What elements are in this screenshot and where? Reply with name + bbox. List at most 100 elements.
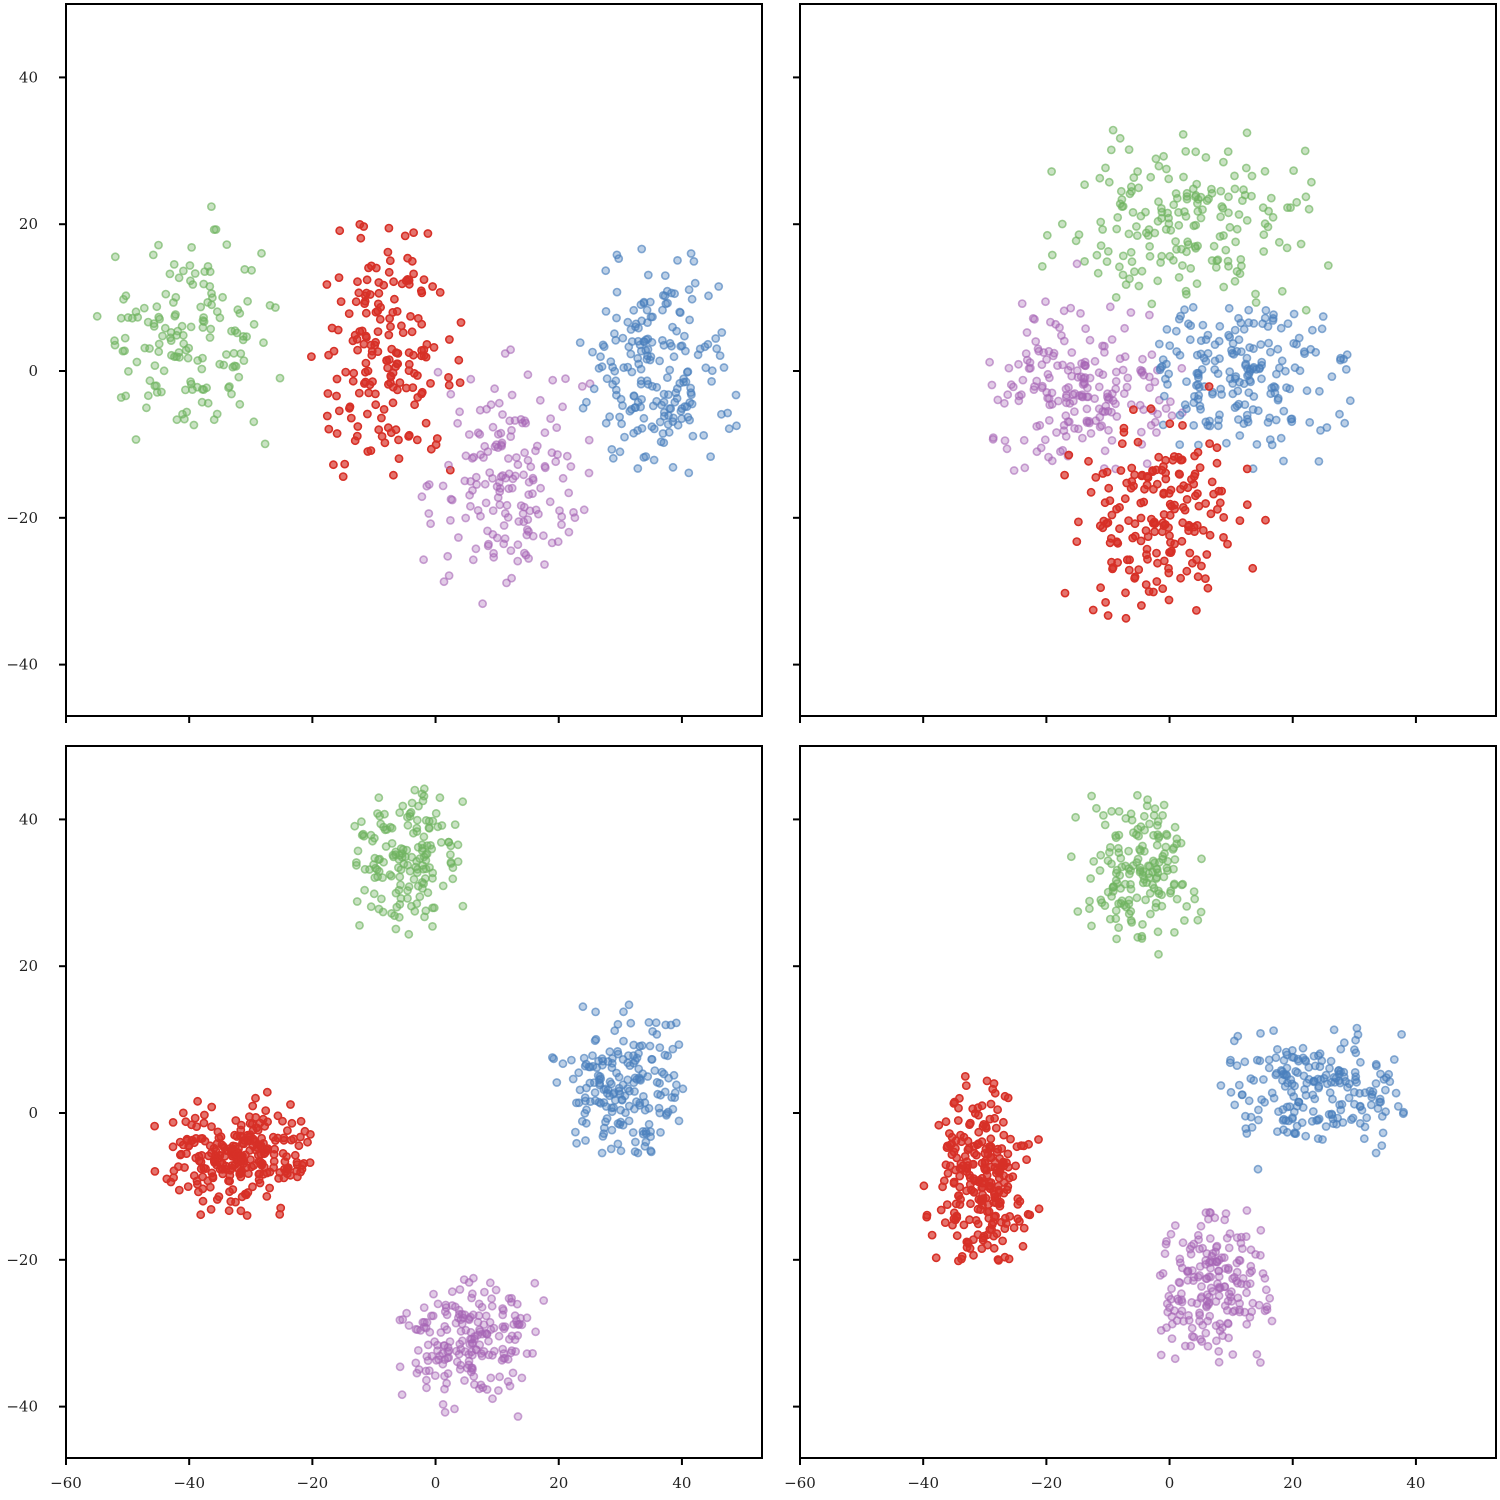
- point-red: [354, 388, 364, 398]
- point-purple: [1014, 359, 1023, 369]
- point-blue: [655, 1108, 665, 1118]
- point-green: [1190, 894, 1200, 904]
- point-blue: [688, 431, 698, 441]
- point-blue: [1349, 1087, 1359, 1097]
- point-purple: [503, 513, 513, 522]
- point-red: [262, 1192, 272, 1201]
- point-blue: [582, 1083, 591, 1093]
- point-green: [1169, 864, 1178, 874]
- point-red: [383, 363, 392, 373]
- point-blue: [1241, 1111, 1250, 1121]
- point-blue: [1314, 456, 1324, 466]
- point-purple: [1095, 422, 1105, 432]
- point-purple: [1030, 314, 1039, 324]
- point-green: [1089, 857, 1099, 866]
- point-green: [1132, 231, 1142, 240]
- points-layer: [985, 125, 1355, 623]
- point-green: [1093, 268, 1103, 278]
- point-purple: [539, 531, 548, 541]
- point-green: [1132, 830, 1141, 839]
- point-green: [212, 307, 222, 317]
- point-green: [407, 798, 417, 808]
- point-red: [986, 1099, 996, 1109]
- point-purple: [1201, 1256, 1211, 1265]
- point-blue: [659, 438, 669, 448]
- point-green: [387, 909, 396, 918]
- point-green: [350, 821, 360, 831]
- point-purple: [1242, 1206, 1252, 1215]
- point-blue: [650, 1066, 660, 1075]
- point-green: [458, 901, 468, 911]
- point-blue: [663, 1051, 673, 1061]
- point-purple: [1261, 1285, 1271, 1295]
- point-blue: [1214, 415, 1223, 425]
- point-blue: [1252, 1055, 1262, 1065]
- point-green: [1126, 880, 1135, 889]
- point-purple: [1103, 406, 1113, 416]
- point-purple: [473, 428, 483, 438]
- point-purple: [494, 1331, 504, 1341]
- point-blue: [599, 1129, 609, 1138]
- point-red: [178, 1108, 188, 1118]
- point-blue: [674, 1040, 684, 1049]
- point-purple: [455, 1285, 465, 1294]
- point-purple: [477, 1351, 487, 1361]
- point-purple: [528, 475, 538, 485]
- point-purple: [494, 478, 504, 487]
- point-red: [1113, 538, 1123, 548]
- point-red: [286, 1135, 296, 1145]
- point-red: [353, 277, 362, 287]
- point-red: [952, 1231, 962, 1241]
- point-green: [1242, 215, 1252, 225]
- point-blue: [1288, 1046, 1297, 1055]
- point-red: [1013, 1194, 1023, 1204]
- point-purple: [455, 1339, 465, 1349]
- point-blue: [1337, 1099, 1347, 1109]
- point-red: [1137, 471, 1147, 481]
- point-blue: [1264, 338, 1273, 348]
- point-red: [362, 275, 372, 285]
- point-green: [1171, 237, 1180, 246]
- point-blue: [647, 422, 657, 432]
- point-green: [1193, 194, 1203, 204]
- point-purple: [513, 1331, 523, 1340]
- point-green: [206, 324, 216, 334]
- point-blue: [655, 1043, 665, 1052]
- point-green: [1126, 247, 1136, 257]
- point-purple: [505, 1381, 515, 1391]
- point-red: [985, 1114, 995, 1124]
- point-red: [1212, 458, 1222, 468]
- point-red: [303, 1137, 312, 1147]
- point-blue: [1193, 368, 1203, 378]
- point-red: [428, 282, 437, 291]
- point-green: [1092, 250, 1102, 260]
- point-blue: [652, 396, 661, 406]
- point-blue: [670, 1088, 680, 1098]
- point-green: [1157, 203, 1166, 213]
- point-green: [409, 874, 419, 884]
- point-purple: [1086, 428, 1096, 438]
- point-purple: [481, 1311, 491, 1321]
- point-purple: [1166, 1229, 1176, 1239]
- point-green: [257, 248, 266, 258]
- point-green: [1178, 261, 1187, 270]
- point-blue: [1244, 1096, 1254, 1106]
- point-purple: [453, 533, 463, 542]
- point-red: [252, 1143, 262, 1152]
- point-blue: [668, 417, 678, 426]
- point-purple: [1066, 303, 1076, 313]
- point-red: [248, 1101, 258, 1111]
- point-blue: [1201, 417, 1211, 427]
- point-blue: [663, 373, 672, 382]
- point-green: [1304, 204, 1314, 214]
- point-purple: [1211, 1321, 1221, 1331]
- point-red: [228, 1185, 238, 1194]
- point-green: [1251, 289, 1260, 299]
- point-purple: [1189, 1276, 1198, 1285]
- point-green: [197, 397, 207, 407]
- point-green: [165, 269, 175, 279]
- point-blue: [1256, 340, 1266, 349]
- point-purple: [450, 1404, 459, 1414]
- y-tick-label: −40: [6, 656, 38, 674]
- point-green: [1156, 258, 1165, 267]
